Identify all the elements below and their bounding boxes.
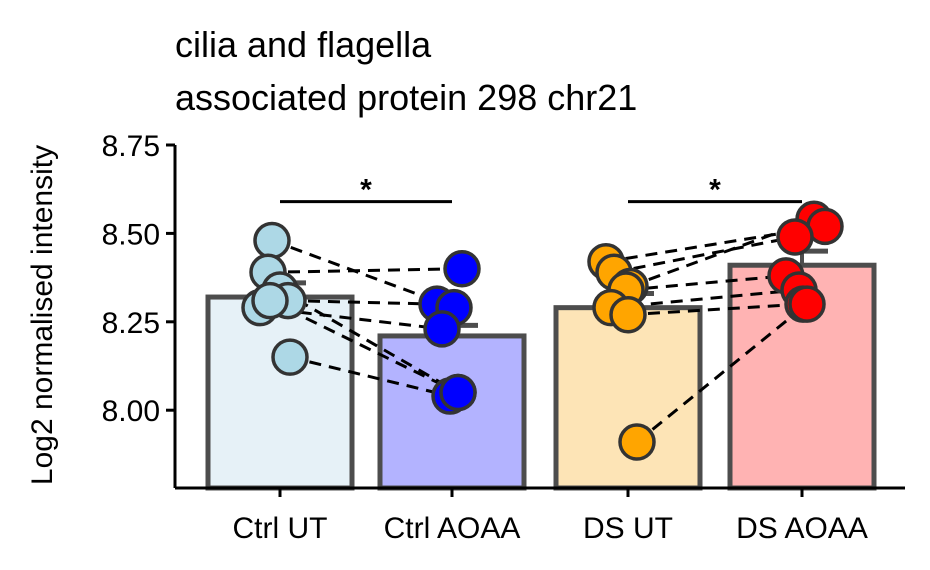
- pair-line-0-6: [289, 355, 451, 398]
- significance-label-1: *: [709, 174, 721, 207]
- data-point-2-6: [618, 423, 656, 461]
- chart-title-line-2: associated protein 298 chr21: [175, 77, 637, 118]
- pair-line-0-2: [279, 288, 459, 394]
- x-tick-label-2: DS UT: [583, 512, 673, 545]
- pair-line-0-1: [267, 267, 463, 274]
- data-point-2-5: [609, 295, 647, 334]
- pair-line-1-3: [625, 274, 787, 292]
- y-tick-label-0: 8.00: [102, 395, 160, 428]
- data-point-0-0: [253, 221, 291, 260]
- bar-0: [205, 294, 355, 491]
- x-tick-label-1: Ctrl AOAA: [384, 512, 521, 545]
- pair-line-1-1: [613, 235, 796, 274]
- y-axis-title: Log2 normalised intensity: [26, 145, 59, 485]
- x-tick-label-3: DS AOAA: [736, 512, 868, 545]
- y-tick-label-2: 8.50: [102, 218, 160, 251]
- data-point-1-3: [423, 310, 461, 348]
- data-point-0-6: [271, 338, 309, 376]
- pair-line-0-5: [269, 299, 459, 394]
- chart-title-line-1: cilia and flagella: [175, 24, 432, 65]
- significance-label-0: *: [360, 174, 372, 207]
- bar-2: [553, 305, 703, 491]
- data-point-3-6: [788, 285, 826, 323]
- data-point-1-0: [443, 250, 481, 288]
- plot-area: * * 8.00 8.25 8.50 8.75 Ctrl UT Ctrl AOAA DS UT D…: [102, 130, 905, 545]
- data-point-1-6: [439, 373, 477, 412]
- x-tick-label-0: Ctrl UT: [233, 512, 328, 545]
- pair-line-0-3: [287, 299, 438, 306]
- y-tick-label-3: 8.75: [102, 130, 160, 163]
- y-tick-label-1: 8.25: [102, 307, 160, 340]
- pair-line-1-6: [636, 302, 808, 444]
- chart-title: cilia and flagella associated protein 29…: [175, 24, 637, 118]
- data-point-0-5: [251, 281, 289, 320]
- pair-line-1-5: [627, 302, 804, 317]
- data-point-3-2: [776, 218, 814, 256]
